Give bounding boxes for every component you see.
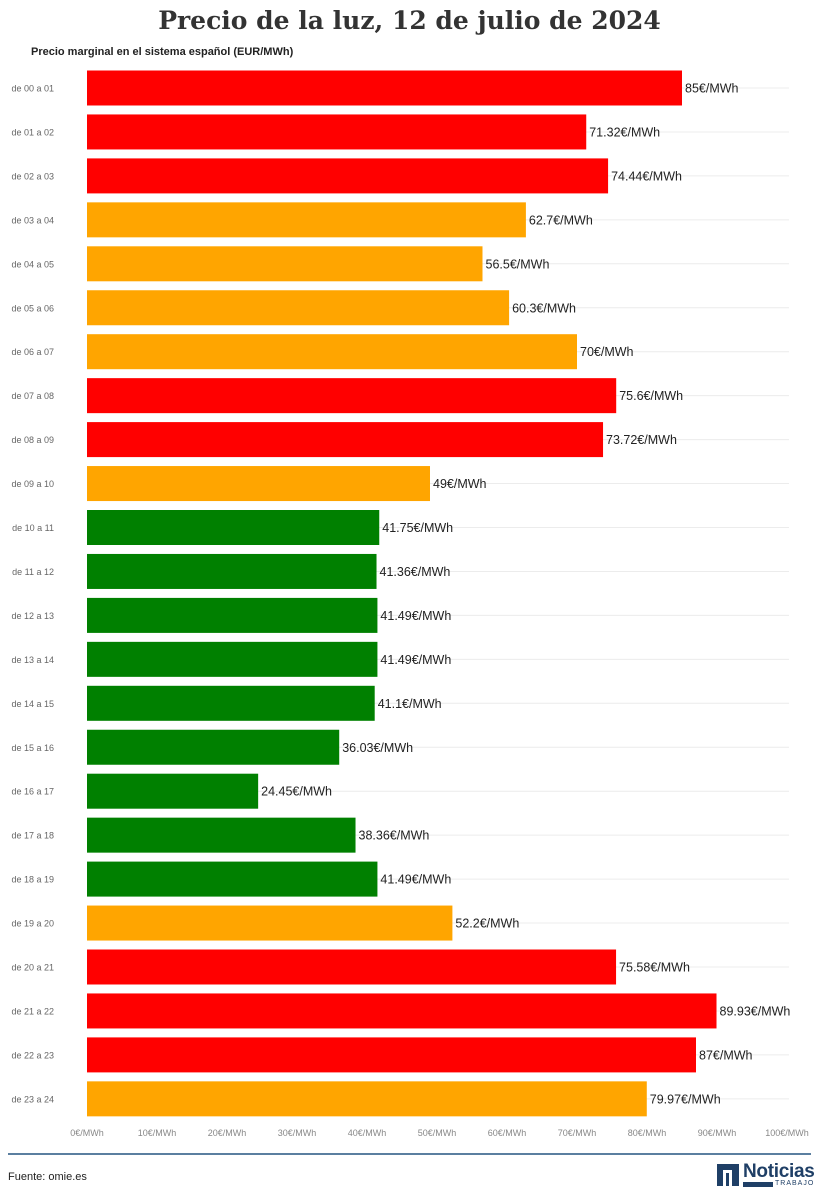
x-tick-label: 70€/MWh xyxy=(558,1128,597,1138)
bar xyxy=(87,553,377,589)
bar xyxy=(87,202,526,238)
logo-mark-icon xyxy=(717,1164,739,1186)
value-label: 41.1€/MWh xyxy=(378,697,442,711)
category-label: de 21 a 22 xyxy=(11,1006,54,1016)
category-label: de 16 a 17 xyxy=(11,787,54,797)
value-label: 75.6€/MWh xyxy=(619,389,683,403)
category-label: de 02 a 03 xyxy=(11,171,54,181)
x-tick-label: 10€/MWh xyxy=(138,1128,177,1138)
value-label: 79.97€/MWh xyxy=(650,1092,721,1106)
category-label: de 18 a 19 xyxy=(11,875,54,885)
bar xyxy=(87,993,717,1029)
x-tick-label: 50€/MWh xyxy=(418,1128,457,1138)
category-label: de 22 a 23 xyxy=(11,1050,54,1060)
category-label: de 00 a 01 xyxy=(11,84,54,94)
category-label: de 10 a 11 xyxy=(12,523,54,533)
bar xyxy=(87,861,378,897)
x-tick-label: 60€/MWh xyxy=(488,1128,527,1138)
bar xyxy=(87,246,483,282)
value-label: 74.44€/MWh xyxy=(611,169,682,183)
bar xyxy=(87,729,340,765)
footer-divider xyxy=(8,1153,811,1155)
bar-chart: de 00 a 01 85€/MWh de 01 a 02 71.32€/MWh de … xyxy=(11,70,809,1138)
value-label: 87€/MWh xyxy=(699,1048,753,1062)
value-label: 49€/MWh xyxy=(433,477,487,491)
chart-subtitle: Precio marginal en el sistema español (E… xyxy=(31,46,294,58)
category-label: de 13 a 14 xyxy=(11,655,54,665)
bar xyxy=(87,949,617,985)
noticias-trabajo-logo: Noticias TRABAJO xyxy=(717,1161,817,1189)
value-label: 24.45€/MWh xyxy=(261,785,332,799)
category-label: de 03 a 04 xyxy=(11,215,54,225)
bar xyxy=(87,114,587,150)
category-label: de 19 a 20 xyxy=(11,919,54,929)
logo-name: Noticias xyxy=(743,1161,815,1182)
bar xyxy=(87,773,259,809)
value-label: 52.2€/MWh xyxy=(455,917,519,931)
category-label: de 23 a 24 xyxy=(11,1094,54,1104)
bar xyxy=(87,70,682,106)
category-label: de 01 a 02 xyxy=(11,127,54,137)
category-label: de 08 a 09 xyxy=(11,435,54,445)
category-label: de 17 a 18 xyxy=(11,831,54,841)
category-label: de 06 a 07 xyxy=(11,347,54,357)
category-label: de 07 a 08 xyxy=(11,391,54,401)
value-label: 71.32€/MWh xyxy=(589,125,660,139)
x-tick-label: 80€/MWh xyxy=(628,1128,667,1138)
bar xyxy=(87,597,378,633)
bar xyxy=(87,1037,696,1073)
category-label: de 12 a 13 xyxy=(11,611,54,621)
value-label: 41.36€/MWh xyxy=(380,565,451,579)
value-label: 62.7€/MWh xyxy=(529,213,593,227)
x-tick-label: 90€/MWh xyxy=(698,1128,737,1138)
value-label: 41.49€/MWh xyxy=(380,873,451,887)
bar xyxy=(87,334,577,370)
value-label: 41.75€/MWh xyxy=(382,521,453,535)
bar xyxy=(87,685,375,721)
bar xyxy=(87,290,510,326)
bar xyxy=(87,466,430,502)
category-label: de 14 a 15 xyxy=(11,699,54,709)
value-label: 60.3€/MWh xyxy=(512,301,576,315)
value-label: 73.72€/MWh xyxy=(606,433,677,447)
x-tick-label: 40€/MWh xyxy=(348,1128,387,1138)
x-tick-label: 0€/MWh xyxy=(70,1128,104,1138)
x-tick-label: 100€/MWh xyxy=(765,1128,809,1138)
category-label: de 04 a 05 xyxy=(11,259,54,269)
bar xyxy=(87,817,356,853)
bar xyxy=(87,510,380,545)
logo-tag: TRABAJO xyxy=(773,1180,817,1187)
x-tick-label: 30€/MWh xyxy=(278,1128,317,1138)
category-label: de 20 a 21 xyxy=(11,963,54,973)
bar xyxy=(87,378,617,414)
bar xyxy=(87,422,604,458)
value-label: 70€/MWh xyxy=(580,345,634,359)
value-label: 41.49€/MWh xyxy=(380,609,451,623)
bar xyxy=(87,905,453,941)
value-label: 36.03€/MWh xyxy=(342,741,413,755)
category-label: de 15 a 16 xyxy=(11,743,54,753)
value-label: 89.93€/MWh xyxy=(720,1004,791,1018)
chart-title: Precio de la luz, 12 de julio de 2024 xyxy=(158,6,661,35)
category-label: de 11 a 12 xyxy=(12,567,54,577)
value-label: 75.58€/MWh xyxy=(619,961,690,975)
value-label: 56.5€/MWh xyxy=(486,257,550,271)
bar xyxy=(87,641,378,677)
category-label: de 05 a 06 xyxy=(11,303,54,313)
value-label: 41.49€/MWh xyxy=(380,653,451,667)
category-label: de 09 a 10 xyxy=(11,479,54,489)
value-label: 85€/MWh xyxy=(685,82,739,96)
source-note: Fuente: omie.es xyxy=(8,1171,87,1183)
x-tick-label: 20€/MWh xyxy=(208,1128,247,1138)
bar xyxy=(87,158,609,194)
value-label: 38.36€/MWh xyxy=(359,829,430,843)
bar xyxy=(87,1081,647,1117)
